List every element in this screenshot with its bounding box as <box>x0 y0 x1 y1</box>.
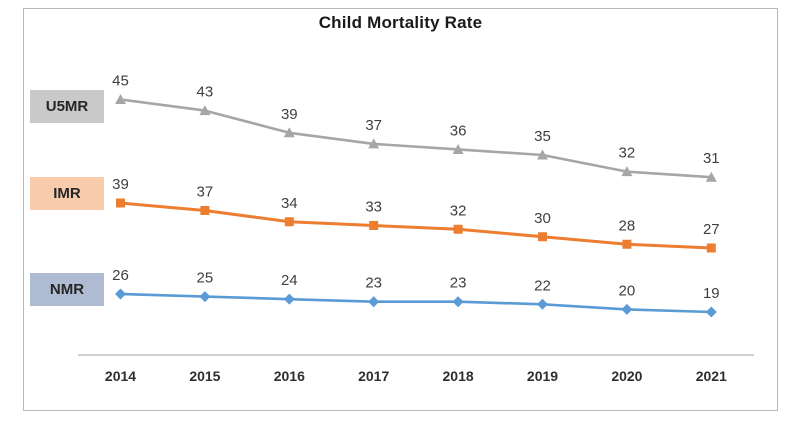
x-axis-tick-label: 2017 <box>358 368 389 384</box>
x-axis-tick-label: 2019 <box>527 368 558 384</box>
legend-label-imr: IMR <box>53 185 81 202</box>
data-point-marker-triangle <box>199 105 211 116</box>
data-label: 26 <box>112 267 129 284</box>
data-point-marker-triangle <box>115 94 126 104</box>
data-label: 39 <box>112 176 129 193</box>
data-label: 23 <box>365 275 382 292</box>
data-label: 43 <box>197 84 214 101</box>
data-point-marker-square <box>116 198 125 208</box>
data-label: 33 <box>365 199 382 216</box>
data-point-marker-diamond <box>199 291 211 303</box>
x-axis-tick-label: 2020 <box>611 368 642 384</box>
x-axis-tick-label: 2014 <box>105 368 136 384</box>
data-point-marker-triangle <box>283 127 295 138</box>
legend-item-nmr: NMR <box>30 273 104 306</box>
data-label: 30 <box>534 210 551 227</box>
legend-label-u5mr: U5MR <box>45 98 89 115</box>
data-point-marker-triangle <box>537 149 548 160</box>
chart-frame <box>23 8 778 411</box>
x-axis-tick-label: 2021 <box>696 368 727 384</box>
x-axis-tick-label: 2018 <box>443 368 474 384</box>
data-point-marker-diamond <box>115 288 126 300</box>
data-point-marker-diamond <box>368 296 380 308</box>
data-point-marker-square <box>706 243 716 253</box>
data-label: 36 <box>450 122 467 139</box>
data-label: 32 <box>619 145 636 162</box>
data-label: 22 <box>534 277 551 294</box>
legend-item-u5mr: U5MR <box>30 90 104 123</box>
data-point-marker-square <box>453 224 463 234</box>
data-point-marker-diamond <box>452 296 464 308</box>
x-axis-tick-label: 2015 <box>189 368 220 384</box>
chart-title: Child Mortality Rate <box>318 13 483 32</box>
data-point-marker-diamond <box>537 298 548 310</box>
data-label: 20 <box>619 282 636 299</box>
data-label: 19 <box>703 285 720 302</box>
series-line-nmr <box>120 292 712 314</box>
legend-item-imr: IMR <box>30 177 104 210</box>
data-label: 45 <box>112 73 129 90</box>
data-label: 27 <box>703 221 720 238</box>
data-point-marker-diamond <box>705 306 717 318</box>
data-point-marker-triangle <box>621 166 633 177</box>
data-point-marker-triangle <box>452 143 464 154</box>
data-label: 37 <box>365 117 382 134</box>
data-label: 28 <box>619 217 636 234</box>
data-point-marker-triangle <box>705 171 717 182</box>
data-label: 23 <box>450 275 467 292</box>
legend-label-nmr: NMR <box>49 281 85 298</box>
data-label: 31 <box>703 150 720 167</box>
data-label: 34 <box>281 195 298 212</box>
data-label: 35 <box>534 128 551 145</box>
data-point-marker-diamond <box>283 293 295 305</box>
data-label: 25 <box>197 270 214 287</box>
data-point-marker-square <box>622 239 632 249</box>
series-line-u5mr <box>120 98 712 179</box>
data-point-marker-square <box>200 206 210 215</box>
series-line-imr <box>120 201 712 250</box>
data-point-marker-square <box>369 221 379 230</box>
data-point-marker-square <box>538 232 547 242</box>
x-axis-tick-label: 2016 <box>274 368 305 384</box>
data-point-marker-triangle <box>368 138 380 149</box>
data-label: 24 <box>281 272 298 289</box>
data-point-marker-diamond <box>621 303 633 315</box>
data-label: 32 <box>450 202 467 219</box>
data-point-marker-square <box>284 217 294 227</box>
data-label: 39 <box>281 106 298 123</box>
data-label: 37 <box>197 184 214 201</box>
